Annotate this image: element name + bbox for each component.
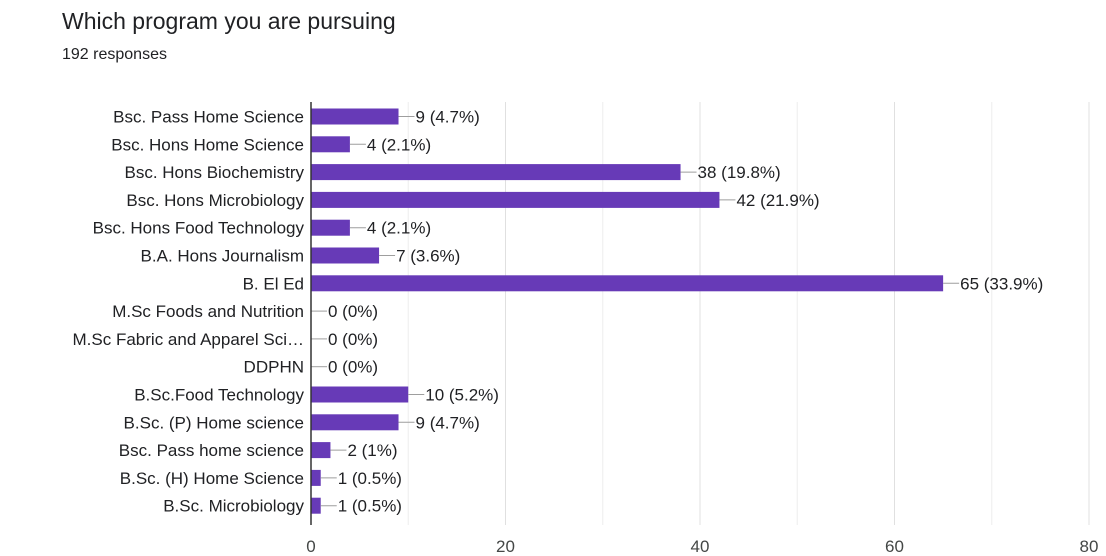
bar[interactable] xyxy=(311,219,350,236)
category-label: Bsc. Hons Microbiology xyxy=(126,191,304,210)
category-label: M.Sc Fabric and Apparel Sci… xyxy=(73,330,304,349)
value-label: 1 (0.5%) xyxy=(338,497,402,516)
category-label: B.Sc.Food Technology xyxy=(134,386,304,405)
value-label: 1 (0.5%) xyxy=(338,469,402,488)
value-label: 65 (33.9%) xyxy=(960,274,1043,293)
response-count: 192 responses xyxy=(62,46,167,63)
category-label: Bsc. Pass home science xyxy=(119,441,304,460)
value-label: 4 (2.1%) xyxy=(367,219,431,238)
x-tick-label: 20 xyxy=(496,537,515,556)
x-tick-label: 40 xyxy=(691,537,710,556)
bar[interactable] xyxy=(311,108,399,125)
category-label: B. El Ed xyxy=(243,274,304,293)
value-label: 7 (3.6%) xyxy=(396,247,460,266)
value-labels: 9 (4.7%) 4 (2.1%) 38 (19.8%) 42 (21.9%) 4 (2… xyxy=(311,108,1043,516)
value-label: 10 (5.2%) xyxy=(425,386,499,405)
grid-lines xyxy=(407,102,1090,525)
bar[interactable] xyxy=(311,442,331,459)
bar[interactable] xyxy=(311,275,944,292)
tick-labels: 0 20 40 60 80 xyxy=(306,537,1098,556)
category-label: B.Sc. (H) Home Science xyxy=(120,469,304,488)
bar[interactable] xyxy=(311,136,350,153)
category-label: B.Sc. (P) Home science xyxy=(124,413,304,432)
value-label: 38 (19.8%) xyxy=(698,163,781,182)
value-label: 0 (0%) xyxy=(328,302,378,321)
bars xyxy=(311,108,944,514)
bar[interactable] xyxy=(311,386,409,403)
bar[interactable] xyxy=(311,497,321,514)
x-tick-label: 80 xyxy=(1080,537,1099,556)
value-label: 9 (4.7%) xyxy=(416,413,480,432)
category-label: M.Sc Foods and Nutrition xyxy=(112,302,304,321)
x-tick-label: 60 xyxy=(885,537,904,556)
category-label: DDPHN xyxy=(244,358,304,377)
value-label: 2 (1%) xyxy=(347,441,397,460)
value-label: 4 (2.1%) xyxy=(367,135,431,154)
category-labels: Bsc. Pass Home Science Bsc. Hons Home Sci… xyxy=(73,108,305,516)
bar[interactable] xyxy=(311,469,321,486)
category-label: Bsc. Hons Food Technology xyxy=(93,219,305,238)
bar[interactable] xyxy=(311,164,681,181)
category-label: B.A. Hons Journalism xyxy=(141,247,304,266)
x-tick-label: 0 xyxy=(306,537,315,556)
chart-title: Which program you are pursuing xyxy=(62,8,396,34)
category-label: Bsc. Pass Home Science xyxy=(113,108,304,127)
category-label: Bsc. Hons Biochemistry xyxy=(125,163,305,182)
bar[interactable] xyxy=(311,191,720,208)
value-label: 0 (0%) xyxy=(328,358,378,377)
value-label: 9 (4.7%) xyxy=(416,108,480,127)
category-label: Bsc. Hons Home Science xyxy=(111,135,304,154)
value-label: 0 (0%) xyxy=(328,330,378,349)
bar[interactable] xyxy=(311,414,399,431)
category-label: B.Sc. Microbiology xyxy=(163,497,304,516)
value-label: 42 (21.9%) xyxy=(736,191,819,210)
bar[interactable] xyxy=(311,247,380,264)
